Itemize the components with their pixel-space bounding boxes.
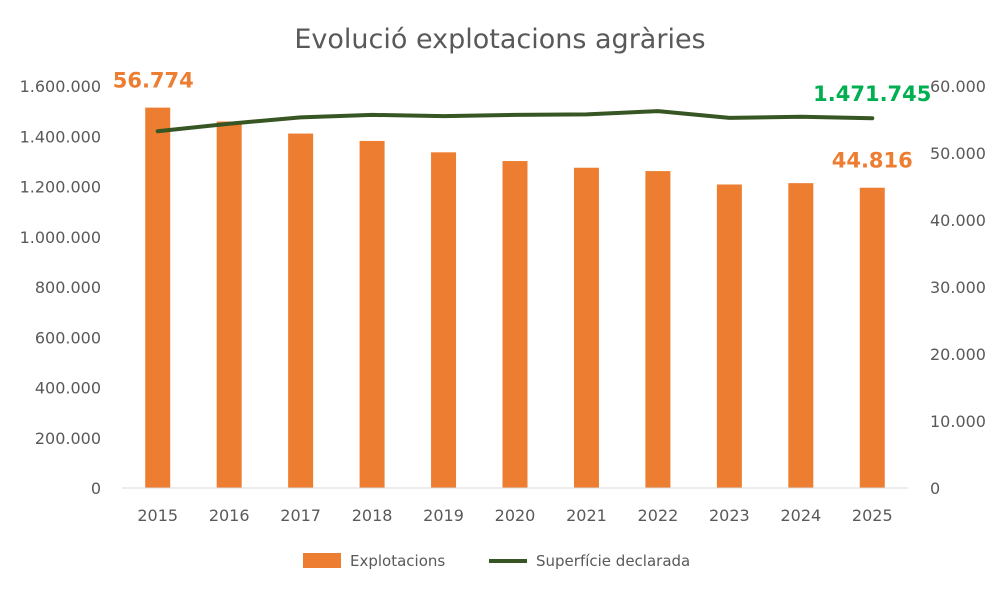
y-secondary-tick-label: 20.000 — [930, 345, 986, 364]
legend-swatch-explotacions — [303, 553, 341, 568]
x-tick-label: 2022 — [638, 506, 679, 525]
x-tick-label: 2018 — [352, 506, 393, 525]
x-tick-label: 2015 — [137, 506, 178, 525]
y-axis-secondary: 0 10.000 20.000 30.000 40.000 50.000 60.000 — [930, 77, 986, 498]
y-primary-tick-label: 800.000 — [35, 278, 101, 297]
x-tick-label: 2019 — [423, 506, 464, 525]
legend-label-explotacions: Explotacions — [350, 552, 445, 570]
x-tick-label: 2020 — [495, 506, 536, 525]
bar-explotacions — [788, 183, 814, 488]
x-tick-label: 2023 — [709, 506, 750, 525]
bar-explotacions — [573, 167, 599, 489]
y-primary-tick-label: 1.400.000 — [20, 127, 101, 146]
bar-explotacions — [716, 184, 742, 489]
x-tick-label: 2025 — [852, 506, 893, 525]
bar-explotacions — [502, 161, 528, 489]
x-axis: 2015 2016 2017 2018 2019 2020 2021 2022 2023 2024… — [137, 506, 892, 525]
legend-label-superficie: Superfície declarada — [536, 552, 690, 570]
y-primary-tick-label: 400.000 — [35, 379, 101, 398]
y-secondary-tick-label: 60.000 — [930, 77, 986, 96]
x-tick-label: 2024 — [780, 506, 821, 525]
y-primary-tick-label: 1.600.000 — [20, 77, 101, 96]
y-primary-tick-label: 200.000 — [35, 429, 101, 448]
y-primary-tick-label: 600.000 — [35, 328, 101, 347]
data-labels: 56.774 44.816 1.471.745 — [113, 69, 932, 173]
bar-explotacions — [359, 140, 385, 488]
chart-title: Evolució explotacions agràries — [294, 24, 705, 55]
bar-explotacions — [145, 107, 171, 488]
y-secondary-tick-label: 30.000 — [930, 278, 986, 297]
y-primary-tick-label: 0 — [91, 479, 101, 498]
bar-explotacions — [645, 171, 671, 488]
y-secondary-tick-label: 50.000 — [930, 144, 986, 163]
x-tick-label: 2016 — [209, 506, 250, 525]
line-series — [155, 109, 875, 134]
x-tick-label: 2017 — [280, 506, 321, 525]
data-label: 56.774 — [113, 69, 194, 93]
x-tick-label: 2021 — [566, 506, 607, 525]
bar-explotacions — [431, 152, 457, 488]
bar-explotacions — [216, 121, 242, 488]
y-secondary-tick-label: 0 — [930, 479, 940, 498]
y-secondary-tick-label: 40.000 — [930, 211, 986, 230]
bar-explotacions — [859, 187, 885, 489]
data-label: 44.816 — [832, 149, 913, 173]
y-secondary-tick-label: 10.000 — [930, 412, 986, 431]
y-axis-primary: 0 200.000 400.000 600.000 800.000 1.000.000 1.… — [20, 77, 101, 498]
bar-series — [145, 107, 885, 489]
y-primary-tick-label: 1.000.000 — [20, 228, 101, 247]
line-superficie-declarada — [155, 109, 875, 134]
bar-explotacions — [288, 133, 314, 488]
y-primary-tick-label: 1.200.000 — [20, 178, 101, 197]
legend: Explotacions Superfície declarada — [303, 552, 690, 570]
data-label: 1.471.745 — [813, 82, 931, 106]
